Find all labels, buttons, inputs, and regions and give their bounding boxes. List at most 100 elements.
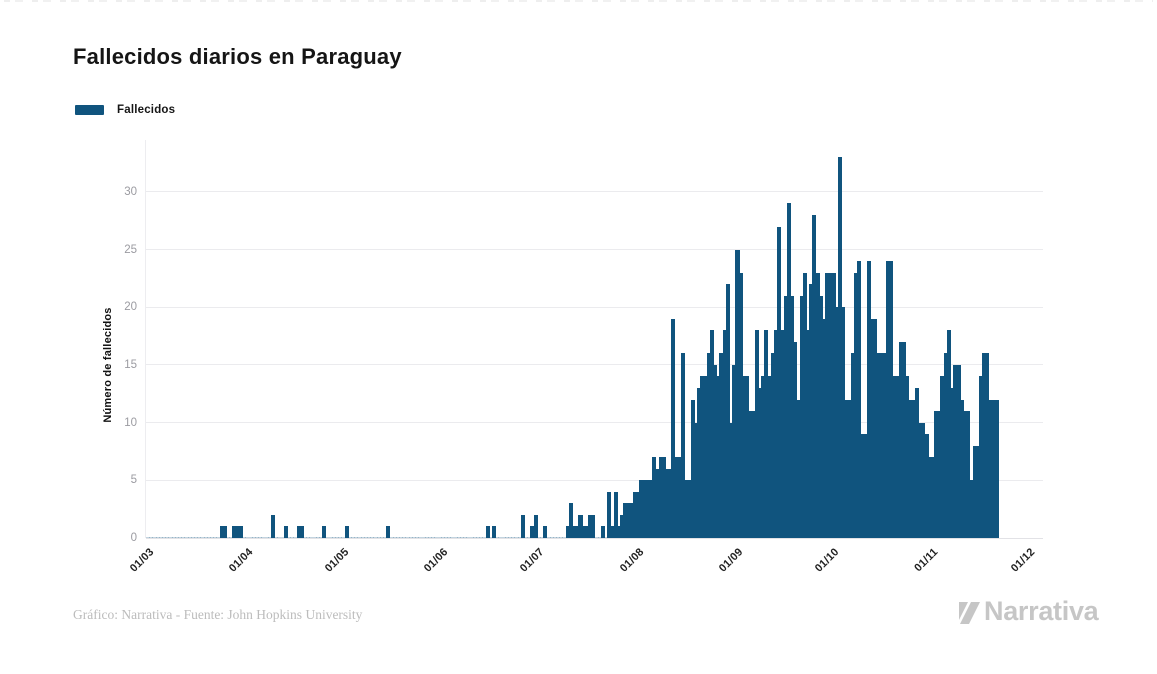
bar[interactable] <box>360 537 365 538</box>
bar[interactable] <box>335 537 340 538</box>
bar[interactable] <box>322 526 327 538</box>
bar[interactable] <box>383 537 388 538</box>
bar[interactable] <box>895 376 900 538</box>
bar[interactable] <box>632 491 638 538</box>
bar[interactable] <box>501 537 506 538</box>
bar[interactable] <box>943 353 948 538</box>
bar[interactable] <box>966 411 971 538</box>
bar[interactable] <box>581 526 586 538</box>
bar[interactable] <box>338 537 343 538</box>
bar[interactable] <box>725 284 730 538</box>
bar[interactable] <box>248 537 253 538</box>
bar[interactable] <box>988 399 993 538</box>
bar[interactable] <box>511 537 516 538</box>
bar[interactable] <box>914 388 919 538</box>
bar[interactable] <box>661 457 666 538</box>
bar[interactable] <box>453 537 458 538</box>
bar[interactable] <box>924 434 929 538</box>
bar[interactable] <box>399 537 404 538</box>
bar[interactable] <box>664 468 670 538</box>
bar[interactable] <box>908 399 913 538</box>
bar[interactable] <box>328 537 333 538</box>
bar[interactable] <box>491 526 497 538</box>
bar[interactable] <box>594 537 599 538</box>
bar[interactable] <box>719 353 724 538</box>
bar[interactable] <box>953 364 958 538</box>
bar[interactable] <box>850 353 855 538</box>
bar[interactable] <box>680 353 686 538</box>
bar[interactable] <box>841 307 846 538</box>
bar[interactable] <box>780 330 785 538</box>
bar[interactable] <box>235 526 240 538</box>
bar[interactable] <box>972 445 977 538</box>
bar[interactable] <box>347 537 352 538</box>
bar[interactable] <box>434 537 439 538</box>
bar[interactable] <box>796 399 801 538</box>
bar[interactable] <box>722 330 727 538</box>
bar[interactable] <box>892 376 897 538</box>
bar[interactable] <box>527 537 532 538</box>
bar[interactable] <box>956 364 961 538</box>
bar[interactable] <box>504 537 509 538</box>
bar[interactable] <box>588 514 593 538</box>
bar[interactable] <box>754 330 759 538</box>
bar[interactable] <box>229 537 234 538</box>
bar[interactable] <box>341 537 346 538</box>
bar[interactable] <box>591 514 596 538</box>
bar[interactable] <box>584 526 589 538</box>
bar[interactable] <box>267 537 272 538</box>
bar[interactable] <box>386 526 391 538</box>
bar[interactable] <box>181 537 186 538</box>
bar[interactable] <box>520 514 525 538</box>
bar[interactable] <box>312 537 317 538</box>
bar[interactable] <box>508 537 513 538</box>
bar[interactable] <box>687 480 692 538</box>
bar[interactable] <box>459 537 465 538</box>
bar[interactable] <box>655 468 660 538</box>
bar[interactable] <box>517 537 522 538</box>
bar[interactable] <box>344 526 349 538</box>
bar[interactable] <box>389 537 394 538</box>
bar[interactable] <box>367 537 372 538</box>
bar[interactable] <box>203 537 208 538</box>
bar[interactable] <box>940 376 945 538</box>
bar[interactable] <box>469 537 474 538</box>
bar[interactable] <box>258 537 263 538</box>
bar[interactable] <box>524 537 529 538</box>
bar[interactable] <box>616 526 622 538</box>
bar[interactable] <box>552 537 557 538</box>
bar[interactable] <box>530 526 535 538</box>
bar[interactable] <box>549 537 554 538</box>
bar[interactable] <box>927 457 932 538</box>
bar[interactable] <box>978 376 984 538</box>
bar[interactable] <box>572 526 577 538</box>
bar[interactable] <box>629 503 634 538</box>
bar[interactable] <box>982 353 987 538</box>
bar[interactable] <box>325 537 330 538</box>
bar[interactable] <box>200 537 205 538</box>
bar[interactable] <box>216 537 221 538</box>
bar[interactable] <box>226 537 231 538</box>
bar[interactable] <box>299 526 304 538</box>
bar[interactable] <box>456 537 461 538</box>
bar[interactable] <box>853 272 859 538</box>
bar[interactable] <box>860 434 865 538</box>
bar[interactable] <box>690 399 695 538</box>
bar[interactable] <box>379 537 384 538</box>
bar[interactable] <box>575 526 580 538</box>
bar[interactable] <box>254 537 259 538</box>
bar[interactable] <box>645 480 650 538</box>
bar[interactable] <box>485 526 490 538</box>
bar[interactable] <box>565 526 570 538</box>
bar[interactable] <box>831 272 836 538</box>
bar[interactable] <box>636 491 641 538</box>
bar[interactable] <box>293 537 298 538</box>
bar[interactable] <box>447 537 452 538</box>
bar[interactable] <box>610 526 615 538</box>
bar[interactable] <box>178 537 183 538</box>
bar[interactable] <box>357 537 362 538</box>
bar[interactable] <box>930 457 935 538</box>
bar[interactable] <box>440 537 445 538</box>
bar[interactable] <box>789 295 794 538</box>
bar[interactable] <box>277 537 282 538</box>
